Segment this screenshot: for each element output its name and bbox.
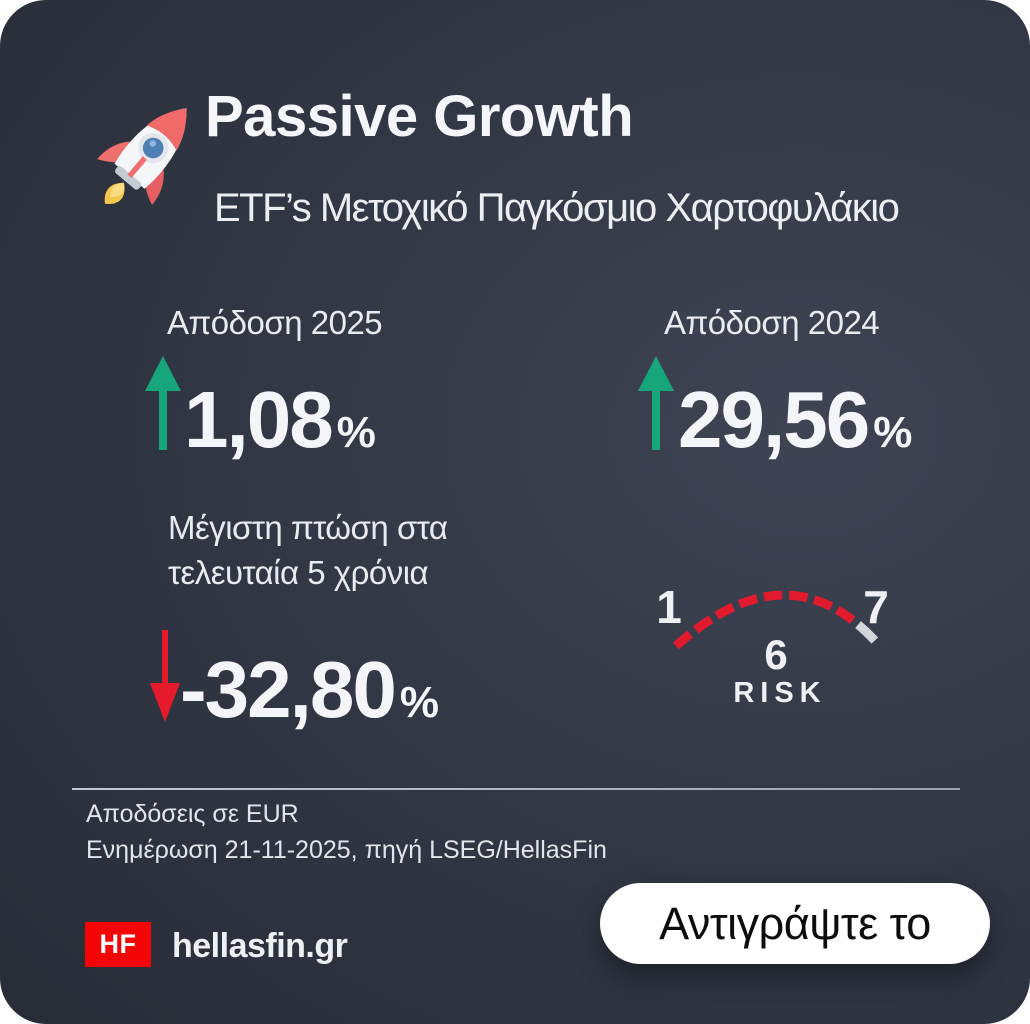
max-drawdown-label: Μέγιστη πτώση στα τελευταία 5 χρόνια bbox=[168, 505, 448, 595]
copy-it-button[interactable]: Αντιγράψτε το bbox=[600, 883, 990, 964]
return-2025-number: 1,08 bbox=[184, 375, 334, 464]
risk-gauge: 1 7 6 RISK bbox=[648, 576, 908, 728]
update-source-note: Ενημέρωση 21-11-2025, πηγή LSEG/HellasFi… bbox=[86, 836, 607, 864]
return-2025-label: Απόδοση 2025 bbox=[167, 304, 383, 341]
currency-note: Αποδόσεις σε EUR bbox=[86, 800, 299, 828]
max-drawdown-value: -32,80 % bbox=[180, 650, 439, 730]
hellasfin-logo: HF bbox=[85, 922, 151, 967]
down-arrow-icon bbox=[150, 630, 180, 722]
page-title: Passive Growth bbox=[205, 84, 634, 149]
risk-gauge-arc bbox=[673, 590, 882, 650]
max-drawdown-label-line1: Μέγιστη πτώση στα bbox=[168, 509, 448, 546]
footer-divider bbox=[72, 788, 960, 790]
up-arrow-icon bbox=[638, 356, 674, 450]
return-2024-percent-sign: % bbox=[873, 408, 913, 457]
return-2025-value: 1,08 % bbox=[184, 380, 376, 460]
hellasfin-logo-text: HF bbox=[99, 929, 137, 959]
max-drawdown-label-line2: τελευταία 5 χρόνια bbox=[168, 554, 429, 591]
max-drawdown-percent-sign: % bbox=[399, 678, 439, 727]
risk-label: RISK bbox=[733, 677, 826, 709]
return-2024-value: 29,56 % bbox=[678, 380, 912, 460]
page-subtitle: ETF’s Μετοχικό Παγκόσμιο Χαρτοφυλάκιο bbox=[214, 186, 900, 230]
risk-min-label: 1 bbox=[656, 581, 682, 633]
rocket-icon bbox=[84, 88, 214, 218]
return-2024-label: Απόδοση 2024 bbox=[664, 304, 880, 341]
return-2024-number: 29,56 bbox=[678, 375, 870, 464]
return-2025-percent-sign: % bbox=[336, 408, 376, 457]
up-arrow-icon bbox=[145, 356, 181, 450]
risk-value: 6 bbox=[764, 631, 787, 678]
risk-max-label: 7 bbox=[863, 581, 889, 633]
max-drawdown-number: -32,80 bbox=[180, 645, 397, 734]
site-name: hellasfin.gr bbox=[172, 927, 348, 965]
